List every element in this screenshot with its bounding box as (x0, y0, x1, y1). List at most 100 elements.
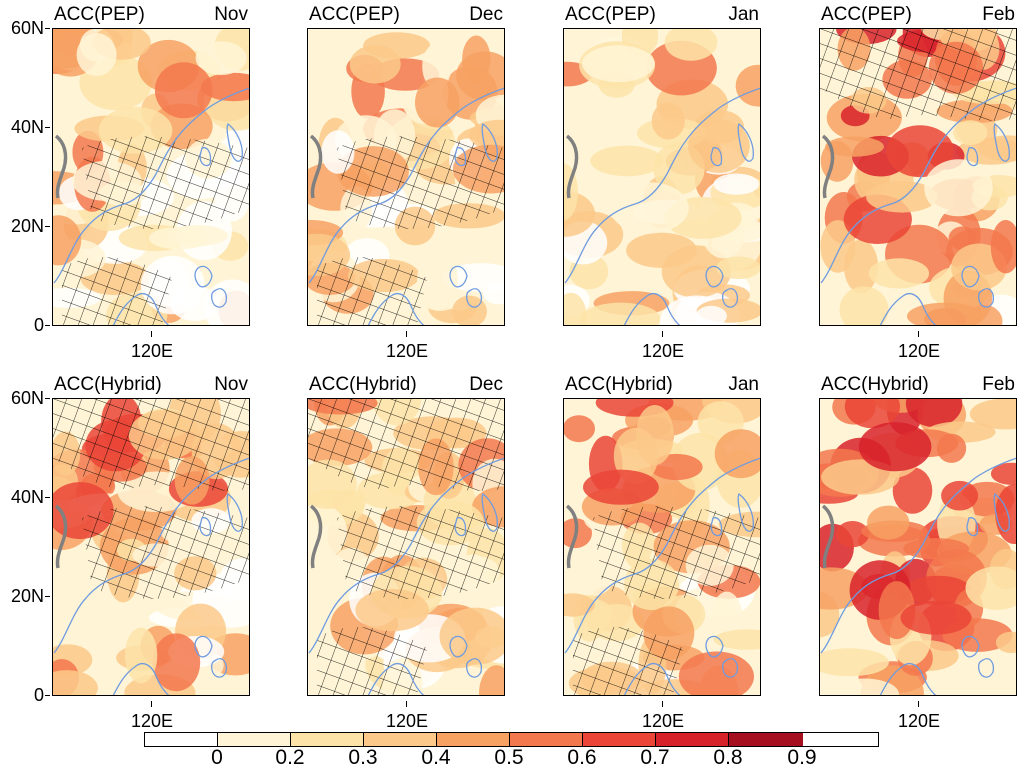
y-tick-mark (45, 695, 50, 696)
acc-contour-blob (349, 45, 401, 84)
y-tick-label: 60N (10, 18, 44, 38)
coastline (367, 662, 426, 696)
coastline (879, 292, 938, 326)
coastline (53, 87, 250, 284)
acc-contour-blob (820, 220, 856, 273)
acc-contour-blob (563, 163, 578, 221)
coastline (112, 662, 171, 696)
coastline (449, 265, 468, 288)
colorbar-swatch (729, 733, 803, 746)
significance-hatch (317, 627, 427, 696)
acc-contour-blob (965, 566, 1017, 610)
acc-contour-blob (563, 593, 595, 617)
coastline (481, 493, 498, 532)
acc-contour-blob (825, 136, 884, 157)
x-tick-mark (918, 701, 919, 707)
map-panel-pep-dec: ACC(PEP) Dec 120E (307, 4, 505, 361)
acc-map (307, 398, 505, 696)
acc-contour-blob (990, 220, 1017, 274)
coastline (564, 87, 761, 284)
acc-contour-blob (609, 182, 689, 234)
panel-month: Jan (728, 374, 759, 395)
colorbar-boxes (144, 732, 879, 747)
coastline (199, 517, 212, 537)
x-tick-mark (151, 701, 152, 707)
acc-contour-blob (892, 467, 933, 514)
colorbar: 0 0.2 0.3 0.4 0.5 0.6 0.7 0.8 0.9 (144, 732, 879, 772)
panel-month: Dec (469, 374, 503, 395)
acc-contour-blob (416, 251, 458, 311)
acc-map (819, 398, 1017, 696)
colorbar-label: 0.5 (494, 746, 524, 769)
y-tick-label: 20N (10, 586, 44, 606)
acc-contour-blob (154, 62, 213, 119)
coastline (879, 662, 938, 696)
acc-contour-blob (442, 263, 505, 292)
coastline (993, 493, 1010, 532)
coastline (367, 292, 426, 326)
acc-contour-blob (424, 28, 473, 41)
plateau-contour (309, 134, 323, 199)
coastline (564, 457, 761, 654)
colorbar-label: 0.3 (348, 746, 378, 769)
acc-contour-blob (661, 245, 732, 298)
x-tick (643, 331, 683, 341)
coastline (465, 658, 483, 678)
y-tick-label: 0 (33, 685, 44, 705)
coastline (737, 123, 754, 162)
coastline (977, 658, 995, 678)
y-axis-labels: 60N 40N 20N 0 (6, 18, 50, 335)
coastline (465, 288, 483, 308)
coastline (820, 87, 1017, 284)
panel-month: Feb (982, 374, 1015, 395)
coastline (112, 292, 171, 326)
coastline (705, 635, 724, 658)
acc-contour-blob (953, 120, 988, 145)
y-tick-mark (45, 127, 50, 128)
y-tick-label: 20N (10, 216, 44, 236)
significance-hatch (62, 257, 172, 326)
coastline (721, 288, 739, 308)
x-tick (387, 701, 427, 711)
acc-contour-blob (924, 159, 993, 217)
x-tick-mark (151, 331, 152, 337)
acc-contour-blob (582, 45, 655, 83)
x-tick (899, 331, 939, 341)
acc-contour-blob (713, 173, 760, 195)
y-tick-mark (45, 226, 50, 227)
map-panels-grid: ACC(PEP) Nov 120E 60N 40N 20N 0 ACC(PEP) Dec 120E… (6, 4, 1017, 731)
panel-title: ACC(PEP) (565, 4, 656, 25)
coastline (623, 292, 682, 326)
x-tick-mark (406, 701, 407, 707)
coastline (961, 265, 980, 288)
colorbar-label: 0.7 (640, 746, 670, 769)
acc-contour-blob (590, 145, 664, 177)
plateau-contour (565, 134, 579, 199)
significance-hatch (82, 136, 250, 229)
acc-contour-blob (563, 415, 595, 443)
y-axis-labels: 60N 40N 20N 0 (6, 388, 50, 705)
acc-contour-blob (844, 398, 900, 429)
significance-hatch (593, 506, 761, 599)
acc-contour-blob (688, 119, 750, 173)
coastline (194, 635, 213, 658)
acc-contour-blob (200, 72, 250, 102)
acc-contour-blob (152, 633, 201, 692)
acc-contour-blob (695, 305, 727, 326)
acc-contour-blob (886, 125, 954, 178)
panel-month: Nov (214, 374, 248, 395)
colorbar-label: 0.9 (787, 746, 817, 769)
colorbar-swatch (510, 733, 583, 746)
x-tick-mark (406, 331, 407, 337)
x-tick (132, 701, 172, 711)
y-tick-label: 40N (10, 487, 44, 507)
x-tick-label: 120E (130, 341, 174, 361)
y-tick-label: 60N (10, 388, 44, 408)
coastline (226, 493, 243, 532)
acc-contour-blob (819, 648, 889, 677)
y-tick-mark (45, 497, 50, 498)
y-tick-mark (45, 596, 50, 597)
acc-map (563, 398, 761, 696)
colorbar-swatch (437, 733, 510, 746)
